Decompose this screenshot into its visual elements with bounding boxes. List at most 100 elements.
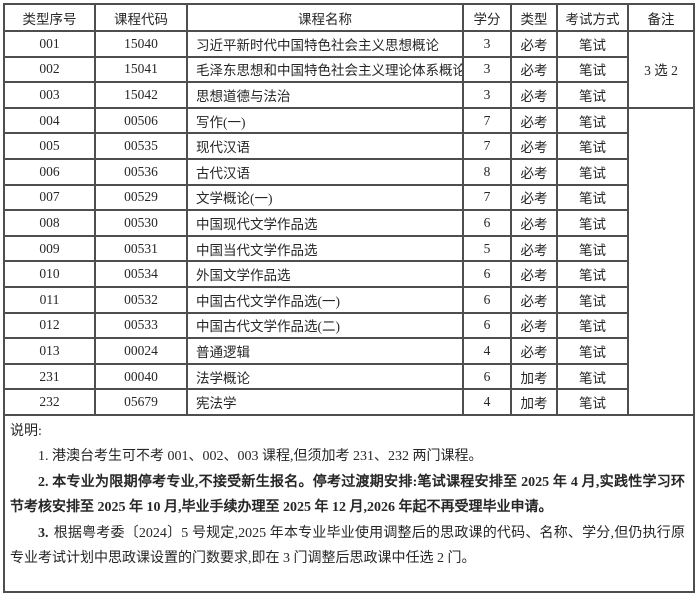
cell-code: 00534 [94,260,188,288]
cell-name: 宪法学 [186,388,464,416]
cell-seq: 005 [3,132,96,160]
table-row: 002 15041 毛泽东思想和中国特色社会主义理论体系概论 3 必考 笔试 [3,55,694,84]
cell-code: 15041 [94,55,188,84]
cell-credits: 4 [462,388,512,416]
cell-exam: 笔试 [556,183,629,212]
cell-seq: 011 [3,285,96,314]
cell-seq: 002 [3,55,96,84]
table-row: 006 00536 古代汉语 8 必考 笔试 [3,157,694,186]
cell-type: 必考 [510,81,558,109]
cell-exam: 笔试 [556,209,629,237]
cell-name: 中国古代文学作品选(二) [186,311,464,340]
cell-exam: 笔试 [556,234,629,263]
cell-credits: 6 [462,285,512,314]
cell-credits: 3 [462,81,512,109]
cell-code: 15040 [94,30,188,58]
cell-credits: 6 [462,362,512,391]
cell-credits: 5 [462,234,512,263]
cell-name: 外国文学作品选 [186,260,464,288]
cell-seq: 232 [3,388,96,416]
cell-type: 必考 [510,55,558,84]
cell-exam: 笔试 [556,132,629,160]
col-header-remark: 备注 [627,3,695,32]
cell-name: 中国当代文学作品选 [186,234,464,263]
remark-merged-cell: 3 选 2 [627,30,695,109]
cell-name: 毛泽东思想和中国特色社会主义理论体系概论 [186,55,464,84]
cell-credits: 7 [462,183,512,212]
cell-seq: 010 [3,260,96,288]
cell-type: 必考 [510,106,558,135]
col-header-exam: 考试方式 [556,3,629,32]
cell-exam: 笔试 [556,30,629,58]
cell-name: 中国古代文学作品选(一) [186,285,464,314]
cell-seq: 008 [3,209,96,237]
cell-credits: 6 [462,311,512,340]
note-2: 2. 本专业为限期停考专业,不接受新生报名。停考过渡期安排:笔试课程安排至 20… [10,474,685,516]
cell-credits: 6 [462,209,512,237]
cell-type: 必考 [510,209,558,237]
table-row: 003 15042 思想道德与法治 3 必考 笔试 [3,81,694,109]
cell-code: 00533 [94,311,188,340]
table-row: 011 00532 中国古代文学作品选(一) 6 必考 笔试 [3,285,694,314]
table-row: 009 00531 中国当代文学作品选 5 必考 笔试 [3,234,694,263]
cell-type: 必考 [510,183,558,212]
col-header-credits: 学分 [462,3,512,32]
cell-seq: 006 [3,157,96,186]
notes-row: 说明: 1. 港澳台考生可不考 001、002、003 课程,但须加考 231、… [3,413,695,593]
cell-code: 00530 [94,209,188,237]
cell-type: 必考 [510,234,558,263]
col-header-code: 课程代码 [94,3,188,32]
cell-seq: 013 [3,337,96,365]
table-row: 007 00529 文学概论(一) 7 必考 笔试 [3,183,694,212]
course-table: 类型序号 课程代码 课程名称 学分 类型 考试方式 备注 001 15040 习… [3,3,695,593]
cell-code: 00040 [94,362,188,391]
table-row: 231 00040 法学概论 6 加考 笔试 [3,362,694,391]
cell-type: 加考 [510,362,558,391]
notes-section: 说明: 1. 港澳台考生可不考 001、002、003 课程,但须加考 231、… [3,413,695,593]
cell-exam: 笔试 [556,55,629,84]
cell-exam: 笔试 [556,260,629,288]
header-row: 类型序号 课程代码 课程名称 学分 类型 考试方式 备注 [3,3,695,32]
table-row: 010 00534 外国文学作品选 6 必考 笔试 [3,260,694,288]
cell-code: 00531 [94,234,188,263]
cell-type: 必考 [510,260,558,288]
notes-title: 说明: [10,423,42,439]
cell-name: 习近平新时代中国特色社会主义思想概论 [186,30,464,58]
cell-code: 00535 [94,132,188,160]
cell-exam: 笔试 [556,106,629,135]
cell-name: 古代汉语 [186,157,464,186]
cell-exam: 笔试 [556,285,629,314]
cell-credits: 3 [462,30,512,58]
cell-exam: 笔试 [556,362,629,391]
cell-seq: 004 [3,106,96,135]
col-header-name: 课程名称 [186,3,464,32]
table-row: 004 00506 写作(一) 7 必考 笔试 [3,106,695,416]
cell-name: 现代汉语 [186,132,464,160]
cell-code: 00536 [94,157,188,186]
cell-type: 加考 [510,388,558,416]
cell-type: 必考 [510,132,558,160]
cell-type: 必考 [510,30,558,58]
cell-seq: 007 [3,183,96,212]
cell-code: 05679 [94,388,188,416]
cell-type: 必考 [510,311,558,340]
remark-empty-merged-cell [627,106,695,416]
table-row: 008 00530 中国现代文学作品选 6 必考 笔试 [3,209,694,237]
cell-type: 必考 [510,337,558,365]
cell-credits: 3 [462,55,512,84]
cell-type: 必考 [510,285,558,314]
cell-name: 中国现代文学作品选 [186,209,464,237]
cell-seq: 001 [3,30,96,58]
cell-seq: 231 [3,362,96,391]
cell-exam: 笔试 [556,337,629,365]
cell-code: 15042 [94,81,188,109]
table-row: 001 15040 习近平新时代中国特色社会主义思想概论 3 必考 笔试 3 选… [3,30,695,109]
cell-type: 必考 [510,157,558,186]
cell-exam: 笔试 [556,81,629,109]
cell-code: 00532 [94,285,188,314]
cell-seq: 009 [3,234,96,263]
table-row: 013 00024 普通逻辑 4 必考 笔试 [3,337,694,365]
table-row: 005 00535 现代汉语 7 必考 笔试 [3,132,694,160]
col-header-type: 类型 [510,3,558,32]
